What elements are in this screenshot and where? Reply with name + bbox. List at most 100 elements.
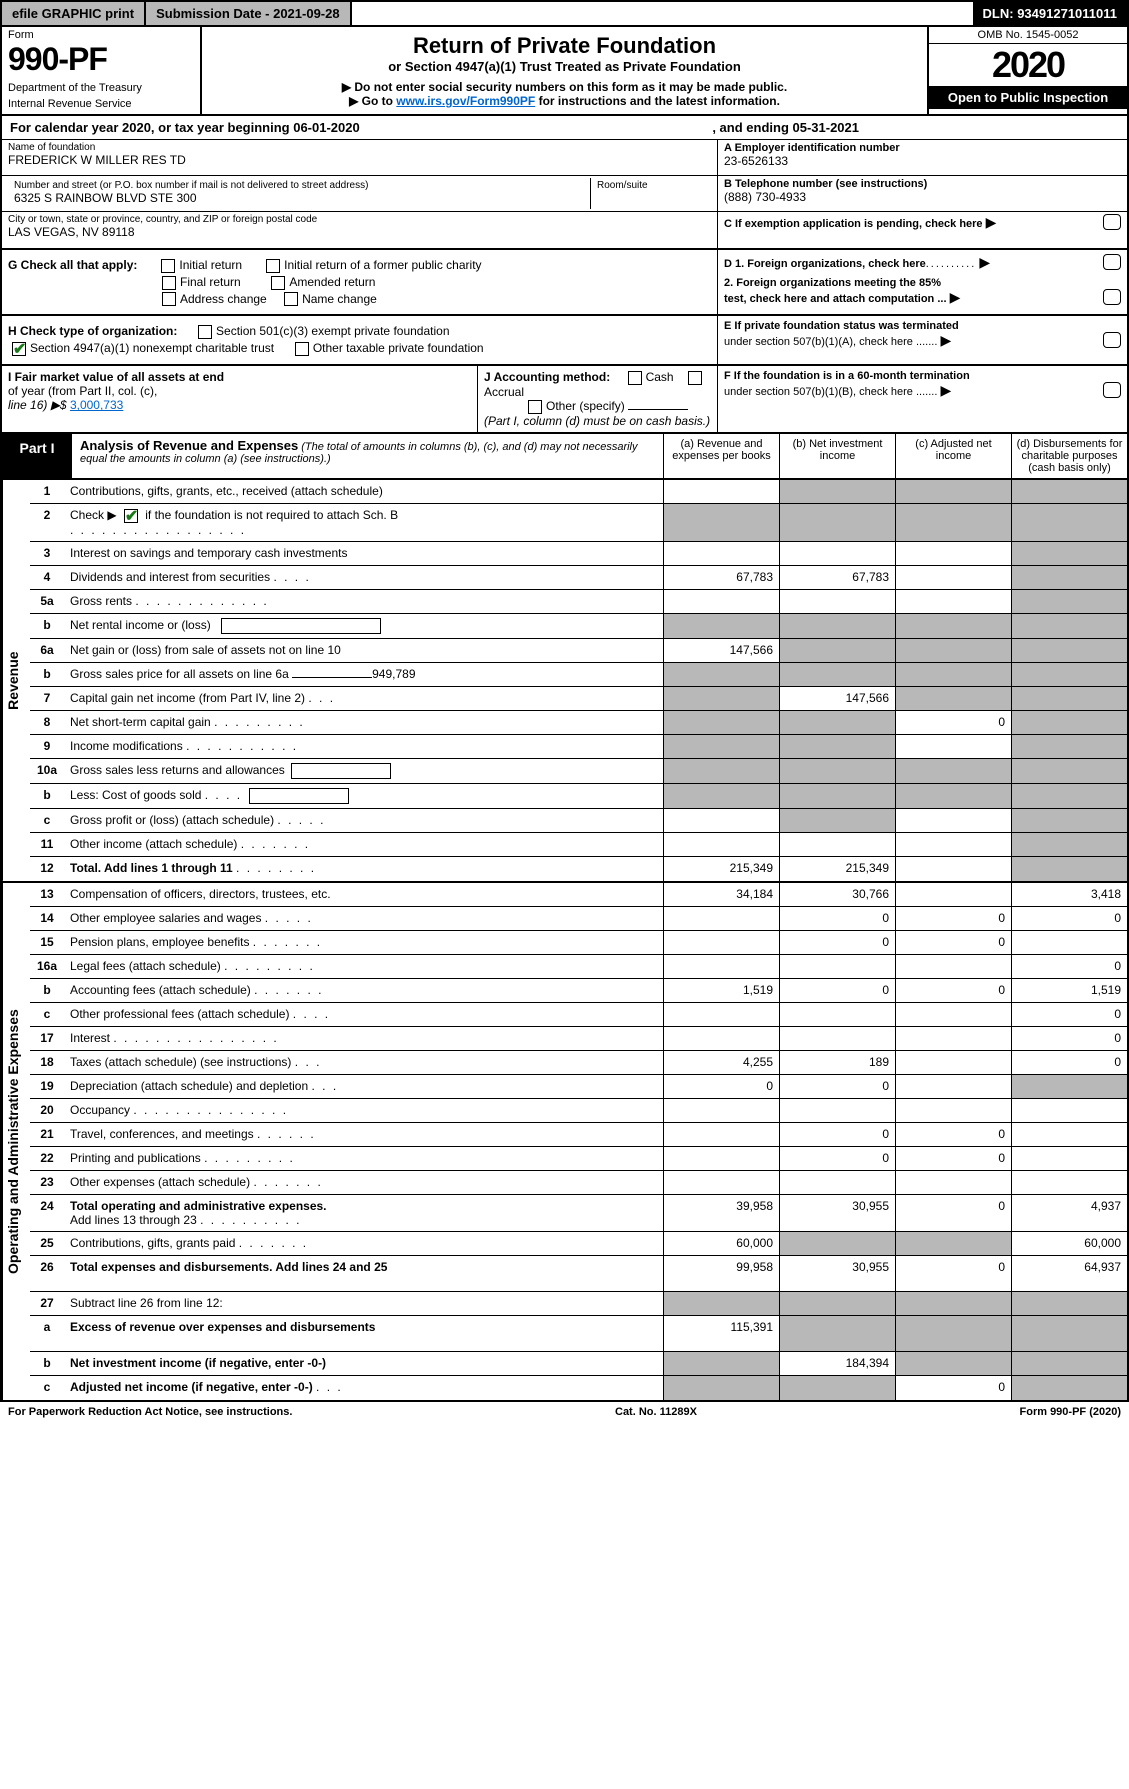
amended-return-checkbox[interactable] <box>271 276 285 290</box>
desc: Net short-term capital gain . . . . . . … <box>64 711 663 734</box>
revenue-vtab: Revenue <box>2 480 30 881</box>
num: 7 <box>30 687 64 710</box>
initial-return-checkbox[interactable] <box>161 259 175 273</box>
g-block: G Check all that apply: Initial return I… <box>2 250 717 314</box>
row-24: 24Total operating and administrative exp… <box>30 1195 1127 1232</box>
desc: Pension plans, employee benefits . . . .… <box>64 931 663 954</box>
dept-treasury: Department of the Treasury <box>8 82 194 94</box>
val-a: 99,958 <box>663 1256 779 1291</box>
accrual-label: Accrual <box>484 385 524 399</box>
form-label: Form <box>8 29 194 41</box>
val-a: 34,184 <box>663 883 779 906</box>
row-11: 11Other income (attach schedule) . . . .… <box>30 833 1127 857</box>
val-b: 0 <box>779 979 895 1002</box>
e-block: E If private foundation status was termi… <box>717 316 1127 364</box>
row-20: 20Occupancy . . . . . . . . . . . . . . … <box>30 1099 1127 1123</box>
val-d: 64,937 <box>1011 1256 1127 1291</box>
col-c-head: (c) Adjusted net income <box>895 434 1011 478</box>
part1-desc: Analysis of Revenue and Expenses (The to… <box>72 434 663 478</box>
ein-cell: A Employer identification number 23-6526… <box>718 140 1127 176</box>
num: 1 <box>30 480 64 503</box>
other-taxable-checkbox[interactable] <box>295 342 309 356</box>
val-c: 0 <box>895 1123 1011 1146</box>
row-19: 19Depreciation (attach schedule) and dep… <box>30 1075 1127 1099</box>
row-26: 26Total expenses and disbursements. Add … <box>30 1256 1127 1292</box>
name-change-checkbox[interactable] <box>284 292 298 306</box>
row-4: 4Dividends and interest from securities … <box>30 566 1127 590</box>
row-2: 2Check ▶ if the foundation is not requir… <box>30 504 1127 542</box>
instructions-link[interactable]: www.irs.gov/Form990PF <box>396 94 535 108</box>
exemption-checkbox[interactable] <box>1103 214 1121 230</box>
val-b: 30,955 <box>779 1195 895 1231</box>
val-a: 147,566 <box>663 639 779 662</box>
tax-year: 2020 <box>929 44 1127 86</box>
desc: Interest on savings and temporary cash i… <box>64 542 663 565</box>
f2-label: under section 507(b)(1)(B), check here .… <box>724 386 937 398</box>
other-taxable-label: Other taxable private foundation <box>313 341 484 355</box>
link-suffix: for instructions and the latest informat… <box>535 94 780 108</box>
room-label: Room/suite <box>597 180 705 191</box>
val-c: 0 <box>895 1147 1011 1170</box>
desc: Excess of revenue over expenses and disb… <box>64 1316 663 1351</box>
num: a <box>30 1316 64 1351</box>
desc: Subtract line 26 from line 12: <box>64 1292 663 1315</box>
footer-right: Form 990-PF (2020) <box>1020 1406 1122 1418</box>
num: c <box>30 1003 64 1026</box>
row-16c: cOther professional fees (attach schedul… <box>30 1003 1127 1027</box>
j-note: (Part I, column (d) must be on cash basi… <box>484 414 710 428</box>
d1-checkbox[interactable] <box>1103 254 1121 270</box>
row-10b: bLess: Cost of goods sold . . . . <box>30 784 1127 809</box>
schb-checkbox[interactable] <box>124 509 138 523</box>
val-b: 189 <box>779 1051 895 1074</box>
row-10c: cGross profit or (loss) (attach schedule… <box>30 809 1127 833</box>
num: 5a <box>30 590 64 613</box>
501c3-checkbox[interactable] <box>198 325 212 339</box>
row-27b: bNet investment income (if negative, ent… <box>30 1352 1127 1376</box>
initial-public-checkbox[interactable] <box>266 259 280 273</box>
4947a1-label: Section 4947(a)(1) nonexempt charitable … <box>30 341 274 355</box>
form-subtitle: or Section 4947(a)(1) Trust Treated as P… <box>208 59 921 74</box>
f-checkbox[interactable] <box>1103 382 1121 398</box>
other-method-checkbox[interactable] <box>528 400 542 414</box>
address-change-checkbox[interactable] <box>162 292 176 306</box>
num: c <box>30 809 64 832</box>
cash-checkbox[interactable] <box>628 371 642 385</box>
val-c: 0 <box>895 711 1011 734</box>
efile-button[interactable]: efile GRAPHIC print <box>2 2 146 25</box>
foundation-info: Name of foundation FREDERICK W MILLER RE… <box>0 140 1129 250</box>
val-b: 215,349 <box>779 857 895 881</box>
row-5b: bNet rental income or (loss) <box>30 614 1127 639</box>
d2-checkbox[interactable] <box>1103 289 1121 305</box>
desc: Less: Cost of goods sold . . . . <box>64 784 663 808</box>
phone-cell: B Telephone number (see instructions) (8… <box>718 176 1127 212</box>
num: 4 <box>30 566 64 589</box>
num: 26 <box>30 1256 64 1291</box>
calendar-year-row: For calendar year 2020, or tax year begi… <box>0 116 1129 140</box>
val-a: 60,000 <box>663 1232 779 1255</box>
ssn-warning: ▶ Do not enter social security numbers o… <box>208 80 921 94</box>
val-d: 0 <box>1011 1003 1127 1026</box>
desc: Interest . . . . . . . . . . . . . . . . <box>64 1027 663 1050</box>
num: b <box>30 1352 64 1375</box>
desc: Contributions, gifts, grants paid . . . … <box>64 1232 663 1255</box>
num: 23 <box>30 1171 64 1194</box>
val-b: 30,766 <box>779 883 895 906</box>
row-17: 17Interest . . . . . . . . . . . . . . .… <box>30 1027 1127 1051</box>
section-h-e: H Check type of organization: Section 50… <box>0 316 1129 366</box>
footer-left: For Paperwork Reduction Act Notice, see … <box>8 1406 292 1418</box>
val-d: 4,937 <box>1011 1195 1127 1231</box>
num: 15 <box>30 931 64 954</box>
desc: Occupancy . . . . . . . . . . . . . . . <box>64 1099 663 1122</box>
form-number: 990-PF <box>8 41 194 78</box>
final-return-checkbox[interactable] <box>162 276 176 290</box>
val-b: 0 <box>779 1147 895 1170</box>
e-checkbox[interactable] <box>1103 332 1121 348</box>
accrual-checkbox[interactable] <box>688 371 702 385</box>
4947a1-checkbox[interactable] <box>12 342 26 356</box>
desc: Gross sales price for all assets on line… <box>64 663 663 686</box>
topbar: efile GRAPHIC print Submission Date - 20… <box>0 0 1129 27</box>
city-cell: City or town, state or province, country… <box>2 212 717 248</box>
fmv-value[interactable]: 3,000,733 <box>70 398 123 412</box>
desc: Other professional fees (attach schedule… <box>64 1003 663 1026</box>
desc: Check ▶ if the foundation is not require… <box>64 504 663 541</box>
